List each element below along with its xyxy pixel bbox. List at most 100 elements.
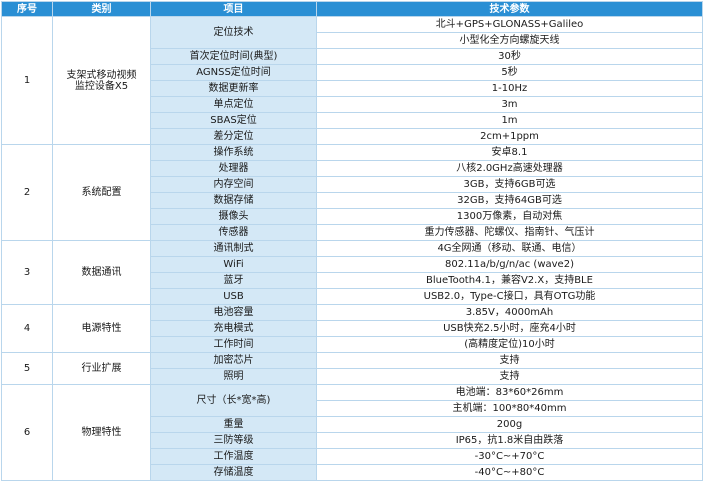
spec-value-cell: 主机端：100*80*40mm <box>316 400 703 417</box>
table-row: 传感器 重力传感器、陀螺仪、指南针、气压计 <box>2 224 703 241</box>
seq-cell: 6 <box>1 384 53 481</box>
spec-value-cell: -30°C~+70°C <box>316 448 703 465</box>
item-cell: 充电模式 <box>150 320 317 337</box>
table-row: 照明 支持 <box>2 368 703 385</box>
table-row: 6 物理特性 尺寸（长*宽*高) 电池端：83*60*26mm <box>1 384 703 481</box>
item-cell: 操作系统 <box>150 144 317 161</box>
item-cell: 内存空间 <box>150 176 317 193</box>
table-row: 小型化全方向螺旋天线 <box>2 32 703 49</box>
table-row: 摄像头 1300万像素，自动对焦 <box>2 208 703 225</box>
spec-value-cell: 支持 <box>316 352 703 369</box>
spec-value-cell: 北斗+GPS+GLONASS+Galileo <box>316 16 703 33</box>
item-cell: 通讯制式 <box>150 240 317 257</box>
seq-cell: 4 <box>1 304 53 353</box>
item-cell: WiFi <box>150 256 317 273</box>
table-row: 内存空间 3GB，支持6GB可选 <box>2 176 703 193</box>
category-cell: 行业扩展 <box>52 352 151 385</box>
table-row: 数据更新率 1-10Hz <box>2 80 703 97</box>
table-row: 工作温度 -30°C~+70°C <box>2 448 703 465</box>
spec-value-cell: 4G全网通（移动、联通、电信） <box>316 240 703 257</box>
spec-table: 序号 类别 项目 技术参数 1 支架式移动视频 监控设备X5 定位技术 北斗+GPS+G… <box>1 1 703 481</box>
seq-cell: 5 <box>1 352 53 385</box>
item-cell: 工作时间 <box>150 336 317 353</box>
item-cell: 存储温度 <box>150 464 317 481</box>
item-cell: 差分定位 <box>150 128 317 145</box>
item-cell: 加密芯片 <box>150 352 317 369</box>
item-cell: 电池容量 <box>150 304 317 321</box>
category-line: 物理特性 <box>81 427 122 438</box>
spec-value-cell: 电池端：83*60*26mm <box>316 384 703 401</box>
seq-cell: 1 <box>1 16 53 145</box>
spec-value-cell: IP65，抗1.8米自由跌落 <box>316 432 703 449</box>
item-cell: 首次定位时间(典型) <box>150 48 317 65</box>
spec-value-cell: USB2.0，Type-C接口，具有OTG功能 <box>316 288 703 305</box>
seq-cell: 2 <box>1 144 53 241</box>
spec-value-cell: 3GB，支持6GB可选 <box>316 176 703 193</box>
header-item: 项目 <box>150 1 317 17</box>
spec-value-cell: 802.11a/b/g/n/ac (wave2) <box>316 256 703 273</box>
item-cell: 数据更新率 <box>150 80 317 97</box>
item-cell: 工作温度 <box>150 448 317 465</box>
table-row: 4 电源特性 电池容量 3.85V，4000mAh <box>1 304 703 353</box>
spec-value-cell: USB快充2.5小时，座充4小时 <box>316 320 703 337</box>
spec-value-cell: 1300万像素，自动对焦 <box>316 208 703 225</box>
header-row: 序号 类别 项目 技术参数 <box>1 1 703 17</box>
spec-value-cell: 2cm+1ppm <box>316 128 703 145</box>
header-seq: 序号 <box>1 1 53 17</box>
table-row: 3 数据通讯 通讯制式 4G全网通（移动、联通、电信） <box>1 240 703 305</box>
header-spec: 技术参数 <box>316 1 703 17</box>
item-cell: 处理器 <box>150 160 317 177</box>
table-row: 存储温度 -40°C~+80°C <box>2 464 703 481</box>
category-cell: 物理特性 <box>52 384 151 481</box>
item-cell: 三防等级 <box>150 432 317 449</box>
seq-cell: 3 <box>1 240 53 305</box>
table-row: 差分定位 2cm+1ppm <box>2 128 703 145</box>
item-cell: 重量 <box>150 416 317 433</box>
table-row: SBAS定位 1m <box>2 112 703 129</box>
spec-value-cell: 30秒 <box>316 48 703 65</box>
item-cell: 传感器 <box>150 224 317 241</box>
item-cell: 单点定位 <box>150 96 317 113</box>
item-cell: SBAS定位 <box>150 112 317 129</box>
table-row: 1 支架式移动视频 监控设备X5 定位技术 北斗+GPS+GLONASS+Galileo <box>1 16 703 145</box>
category-cell: 数据通讯 <box>52 240 151 305</box>
spec-value-cell: 3m <box>316 96 703 113</box>
table-row: 2 系统配置 操作系统 安卓8.1 <box>1 144 703 241</box>
table-body: 1 支架式移动视频 监控设备X5 定位技术 北斗+GPS+GLONASS+Galileo… <box>1 16 703 481</box>
table-row: 工作时间 (高精度定位)10小时 <box>2 336 703 353</box>
item-cell: AGNSS定位时间 <box>150 64 317 81</box>
spec-value-cell: 200g <box>316 416 703 433</box>
spec-value-cell: 八核2.0GHz高速处理器 <box>316 160 703 177</box>
spec-value-cell: 支持 <box>316 368 703 385</box>
item-cell: 摄像头 <box>150 208 317 225</box>
table-row: 单点定位 3m <box>2 96 703 113</box>
category-line: 系统配置 <box>81 187 122 198</box>
header-category: 类别 <box>52 1 151 17</box>
category-line: 监控设备X5 <box>74 80 129 92</box>
category-line: 数据通讯 <box>81 267 122 278</box>
category-cell: 支架式移动视频 监控设备X5 <box>52 16 151 145</box>
category-line: 行业扩展 <box>81 363 122 374</box>
table-row: 5 行业扩展 加密芯片 支持 <box>1 352 703 385</box>
spec-value-cell: 1-10Hz <box>316 80 703 97</box>
spec-value-cell: 32GB，支持64GB可选 <box>316 192 703 209</box>
category-cell: 系统配置 <box>52 144 151 241</box>
item-cell: 蓝牙 <box>150 272 317 289</box>
spec-value-cell: 1m <box>316 112 703 129</box>
item-cell: USB <box>150 288 317 305</box>
spec-value-cell: 小型化全方向螺旋天线 <box>316 32 703 49</box>
spec-value-cell: -40°C~+80°C <box>316 464 703 481</box>
spec-value-cell: (高精度定位)10小时 <box>316 336 703 353</box>
category-line: 支架式移动视频 <box>66 69 137 81</box>
spec-value-cell: 3.85V，4000mAh <box>316 304 703 321</box>
item-cell: 尺寸（长*宽*高) <box>150 384 317 417</box>
item-cell: 定位技术 <box>150 16 317 49</box>
category-cell: 电源特性 <box>52 304 151 353</box>
item-cell: 照明 <box>150 368 317 385</box>
spec-value-cell: 5秒 <box>316 64 703 81</box>
spec-value-cell: 重力传感器、陀螺仪、指南针、气压计 <box>316 224 703 241</box>
spec-value-cell: BlueTooth4.1，兼容V2.X，支持BLE <box>316 272 703 289</box>
category-line: 电源特性 <box>81 323 122 334</box>
item-cell: 数据存储 <box>150 192 317 209</box>
spec-value-cell: 安卓8.1 <box>316 144 703 161</box>
